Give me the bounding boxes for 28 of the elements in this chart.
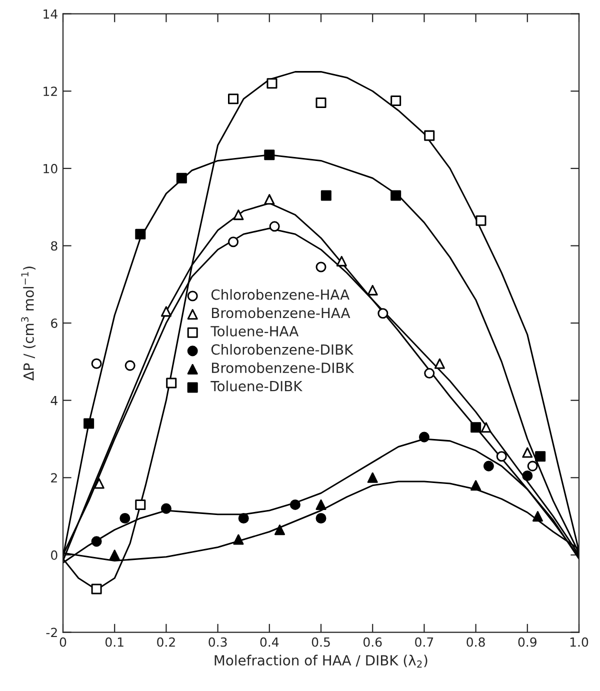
legend-label: Toluene-DIBK bbox=[210, 380, 303, 392]
x-tick-label: 0.1 bbox=[105, 637, 124, 647]
y-tick-label: 10 bbox=[44, 164, 58, 174]
x-axis-title: Molefraction of HAA / DIBK (λ$_{2}$) bbox=[214, 654, 428, 668]
x-tick-label: 0.3 bbox=[208, 637, 227, 647]
legend-label: Bromobenzene-DIBK bbox=[212, 362, 354, 374]
y-tick-label: 0 bbox=[51, 550, 58, 560]
x-tick-label: 0.5 bbox=[312, 637, 330, 647]
y-tick-label: 8 bbox=[51, 241, 58, 251]
y-tick-label: -2 bbox=[46, 628, 57, 638]
legend-label: Bromobenzene-HAA bbox=[212, 307, 350, 318]
y-tick-label: 6 bbox=[51, 318, 58, 328]
y-tick-label: 12 bbox=[44, 86, 57, 96]
x-tick-label: 1.0 bbox=[570, 637, 588, 647]
x-tick-label: 0 bbox=[60, 637, 66, 647]
legend-label: Chlorobenzene-HAA bbox=[211, 289, 350, 300]
legend-label: Chlorobenzene-DIBK bbox=[211, 344, 354, 355]
x-tick-label: 0.4 bbox=[260, 637, 279, 647]
x-tick-label: 0.7 bbox=[415, 637, 434, 647]
y-axis-title: ΔP / (cm$^{3}$ mol$^{−1}$) bbox=[21, 266, 36, 381]
x-tick-label: 0.6 bbox=[363, 637, 382, 647]
y-tick-label: 2 bbox=[51, 473, 57, 482]
x-tick-label: 0.9 bbox=[518, 637, 536, 647]
y-tick-label: 14 bbox=[44, 9, 58, 19]
legend-label: Toluene-HAA bbox=[210, 326, 299, 336]
y-tick-label: 4 bbox=[50, 396, 58, 406]
x-tick-label: 0.2 bbox=[157, 637, 175, 647]
x-tick-label: 0.8 bbox=[466, 637, 485, 647]
